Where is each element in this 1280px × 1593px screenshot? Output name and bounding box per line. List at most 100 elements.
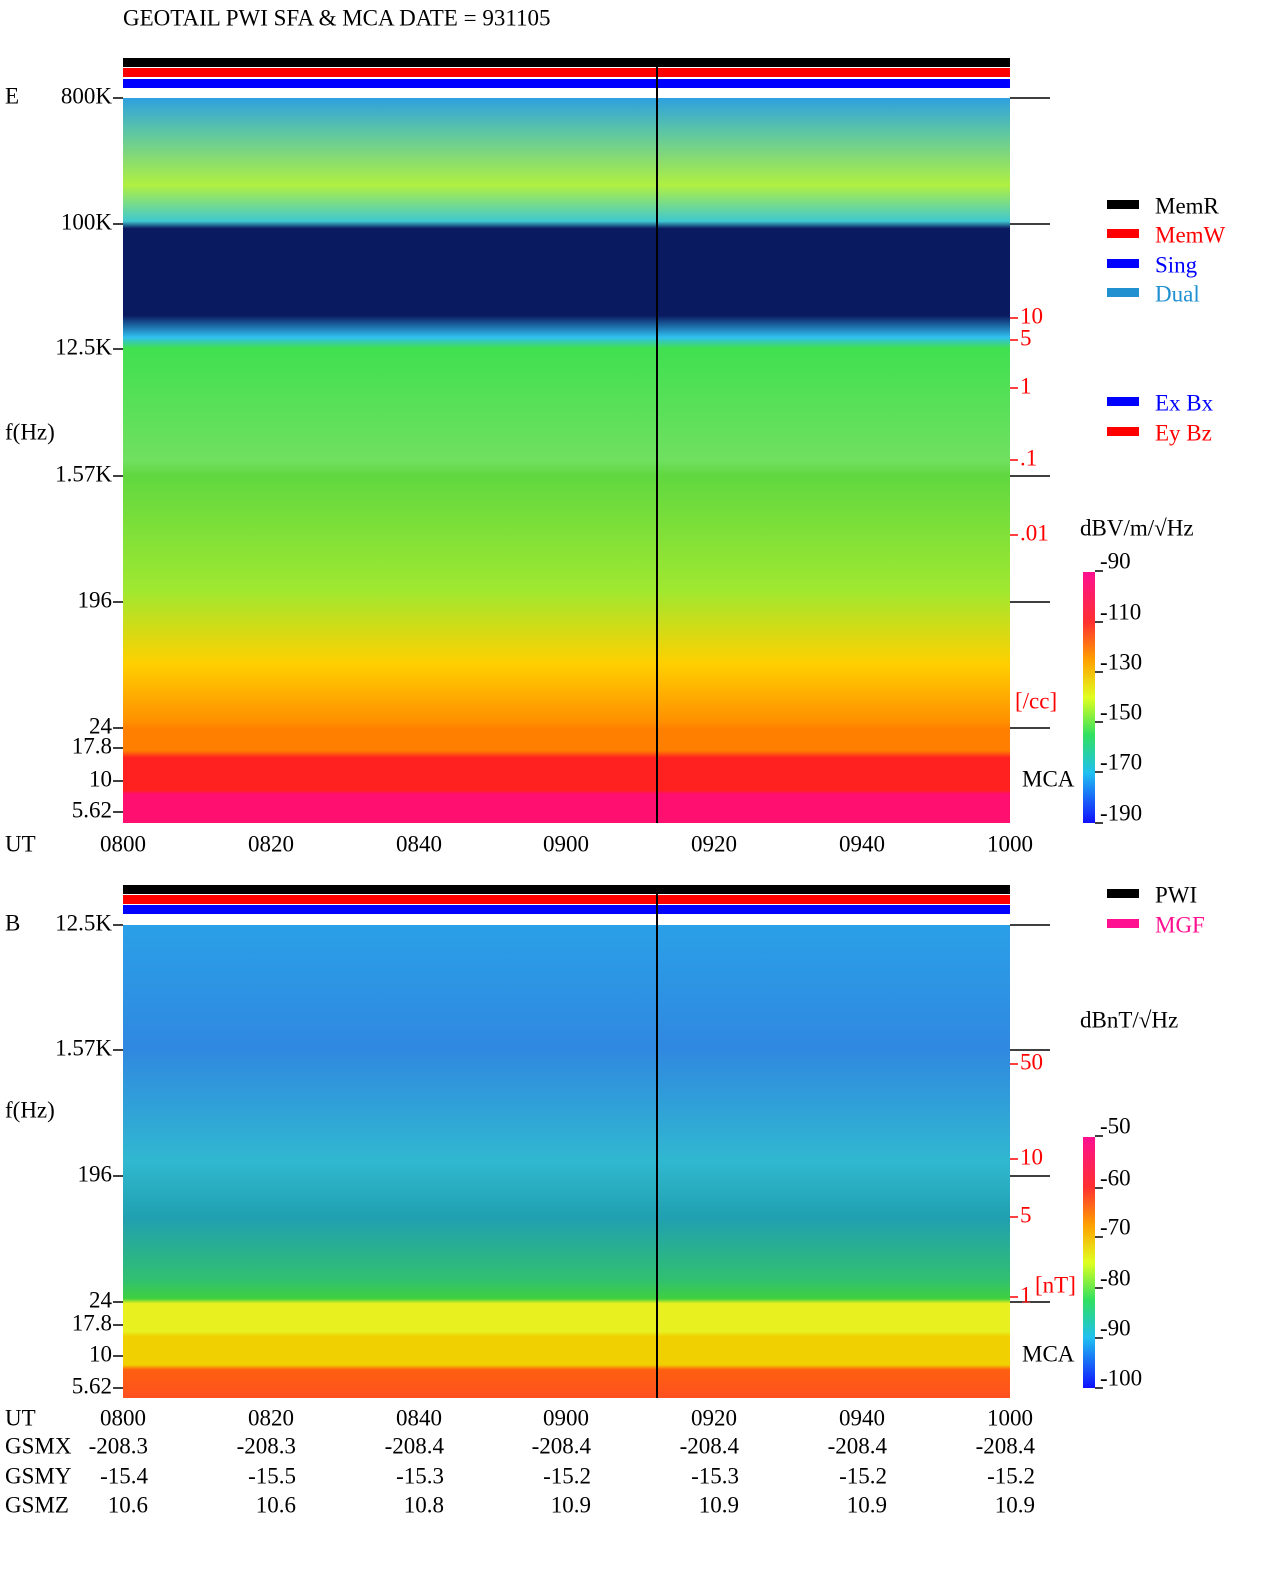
x-tick-label: 0840: [396, 831, 442, 856]
legend-swatch: [1107, 919, 1139, 928]
orbit-value: 10.6: [256, 1492, 296, 1517]
y-tick-label: 1.57K: [55, 1035, 112, 1060]
field-tick-label: 10: [1020, 1144, 1043, 1169]
x-tick-label: 0840: [396, 1405, 442, 1430]
density-tick-label: 1: [1020, 373, 1032, 398]
colorbar-tick-label: -90: [1100, 1315, 1131, 1340]
density-tick-label: .1: [1020, 445, 1037, 470]
density-unit: [/cc]: [1015, 688, 1057, 713]
field-tick-label: 50: [1020, 1049, 1043, 1074]
y-tick-label: 800K: [61, 83, 113, 108]
orbit-value: 10.8: [404, 1492, 444, 1517]
y-tick-label: 17.8: [72, 1310, 112, 1335]
orbit-value: -15.5: [248, 1463, 296, 1488]
x-tick-label: 0800: [100, 831, 146, 856]
field-tick-label: 1: [1020, 1282, 1032, 1307]
colorbar-b: [1083, 1137, 1095, 1388]
orbit-value: 10.6: [108, 1492, 148, 1517]
orbit-label: GSMZ: [5, 1492, 69, 1517]
y-tick-label: 196: [78, 1161, 113, 1186]
x-tick-label: 1000: [987, 831, 1033, 856]
orbit-value: 10.9: [551, 1492, 591, 1517]
field-tick-label: 5: [1020, 1202, 1032, 1227]
panel-label: E: [5, 83, 19, 108]
legend-label: Sing: [1155, 252, 1198, 277]
x-axis-label: UT: [5, 831, 36, 856]
mca-label: MCA: [1022, 766, 1075, 791]
y-tick-label: 196: [78, 587, 113, 612]
legend-label: Ex Bx: [1155, 390, 1214, 415]
spectrogram-e: [123, 98, 1010, 823]
panel-label: B: [5, 910, 20, 935]
x-tick-label: 0940: [839, 1405, 885, 1430]
x-tick-label: 0800: [100, 1405, 146, 1430]
y-tick-label: 12.5K: [55, 910, 112, 935]
x-tick-label: 0920: [691, 1405, 737, 1430]
orbit-value: 10.9: [847, 1492, 887, 1517]
x-tick-label: 0820: [248, 1405, 294, 1430]
colorbar-tick-label: -60: [1100, 1165, 1131, 1190]
x-tick-label: 0940: [839, 831, 885, 856]
legend-swatch: [1107, 259, 1139, 268]
orbit-value: -15.2: [543, 1463, 591, 1488]
legend-label: Dual: [1155, 281, 1200, 306]
orbit-label: UT: [5, 1405, 36, 1430]
orbit-value: -208.3: [89, 1433, 148, 1458]
y-tick-label: 1.57K: [55, 461, 112, 486]
orbit-value: -208.4: [680, 1433, 740, 1458]
y-tick-label: 10: [89, 1341, 112, 1366]
colorbar-e: [1083, 572, 1095, 823]
colorbar-tick-label: -100: [1100, 1365, 1142, 1390]
legend-swatch: [1107, 288, 1139, 297]
mca-label: MCA: [1022, 1341, 1075, 1366]
y-axis-label: f(Hz): [5, 1097, 55, 1122]
orbit-value: -208.4: [828, 1433, 888, 1458]
orbit-value: -15.3: [691, 1463, 739, 1488]
y-tick-label: 5.62: [72, 1373, 112, 1398]
field-unit: [nT]: [1035, 1272, 1076, 1297]
y-tick-label: 24: [89, 1287, 113, 1312]
legend-swatch: [1107, 427, 1139, 436]
y-tick-label: 24: [89, 713, 113, 738]
colorbar-tick-label: -130: [1100, 649, 1142, 674]
orbit-value: 10.9: [995, 1492, 1035, 1517]
colorbar-tick-label: -110: [1100, 599, 1141, 624]
legend-label: MemW: [1155, 222, 1226, 247]
orbit-value: -15.2: [987, 1463, 1035, 1488]
orbit-value: -15.2: [839, 1463, 887, 1488]
colorbar-tick-label: -50: [1100, 1113, 1131, 1138]
orbit-value: -208.3: [237, 1433, 296, 1458]
x-tick-label: 0900: [543, 1405, 589, 1430]
orbit-label: GSMX: [5, 1433, 72, 1458]
colorbar-tick-label: -70: [1100, 1214, 1131, 1239]
orbit-value: 10.9: [699, 1492, 739, 1517]
status-bars: [123, 58, 1010, 914]
y-tick-label: 17.8: [72, 733, 112, 758]
colorbar-tick-label: -190: [1100, 800, 1142, 825]
y-tick-label: 100K: [61, 209, 113, 234]
orbit-label: GSMY: [5, 1463, 72, 1488]
y-tick-label: 12.5K: [55, 334, 112, 359]
x-tick-label: 0920: [691, 831, 737, 856]
legend-swatch: [1107, 200, 1139, 209]
legend-label: PWI: [1155, 882, 1197, 907]
colorbar-title: dBnT/√Hz: [1080, 1007, 1178, 1032]
density-tick-label: .01: [1020, 520, 1049, 545]
density-tick-label: 5: [1020, 325, 1032, 350]
title: GEOTAIL PWI SFA & MCA DATE = 931105: [123, 5, 550, 30]
y-axis-label: f(Hz): [5, 419, 55, 444]
colorbar-tick-label: -80: [1100, 1265, 1131, 1290]
orbit-value: -208.4: [976, 1433, 1036, 1458]
legend-label: MemR: [1155, 193, 1220, 218]
y-tick-label: 5.62: [72, 797, 112, 822]
orbit-value: -208.4: [532, 1433, 592, 1458]
legend-label: MGF: [1155, 912, 1205, 937]
legend-swatch: [1107, 889, 1139, 898]
x-tick-label: 0820: [248, 831, 294, 856]
colorbar-tick-label: -90: [1100, 548, 1131, 573]
x-tick-label: 1000: [987, 1405, 1033, 1430]
x-tick-label: 0900: [543, 831, 589, 856]
legend-label: Ey Bz: [1155, 420, 1212, 445]
density-tick-label: 10: [1020, 303, 1043, 328]
